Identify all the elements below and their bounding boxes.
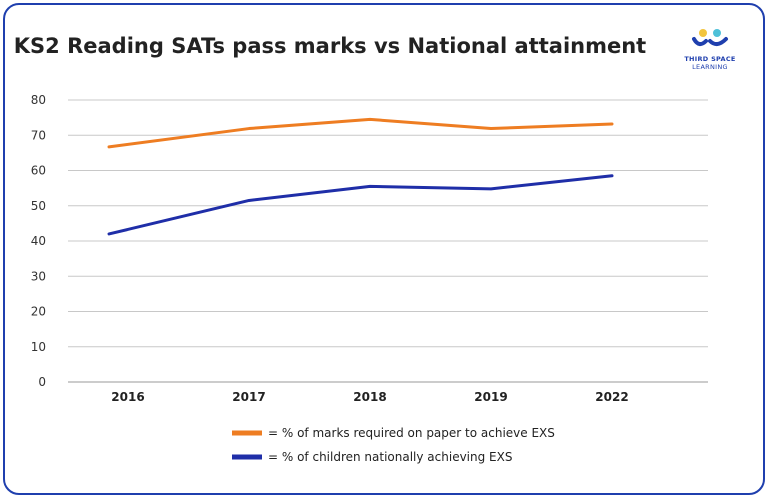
x-tick-label: 2017 (232, 390, 265, 404)
y-tick-labels: 0 10 20 30 40 50 60 70 80 (31, 93, 46, 389)
x-tick-label: 2019 (474, 390, 507, 404)
y-tick-label: 80 (31, 93, 46, 107)
y-tick-label: 60 (31, 164, 46, 178)
x-tick-label: 2016 (111, 390, 144, 404)
chart-frame (3, 3, 765, 495)
legend-label-1: = % of marks required on paper to achiev… (268, 426, 555, 440)
legend: = % of marks required on paper to achiev… (232, 426, 555, 464)
legend-label-2: = % of children nationally achieving EXS (268, 450, 512, 464)
y-tick-label: 40 (31, 234, 46, 248)
third-space-learning-logo: THIRD SPACE LEARNING (680, 28, 740, 71)
gridlines (68, 99, 708, 383)
y-tick-label: 30 (31, 269, 46, 283)
logo-text-line1: THIRD SPACE (684, 55, 736, 63)
logo-text-line2: LEARNING (692, 63, 728, 71)
x-tick-label: 2018 (353, 390, 386, 404)
series-lines (107, 117, 614, 236)
y-tick-label: 50 (31, 199, 46, 213)
y-tick-label: 70 (31, 128, 46, 142)
y-tick-label: 20 (31, 305, 46, 319)
y-tick-label: 0 (38, 375, 46, 389)
x-tick-label: 2022 (595, 390, 628, 404)
x-tick-labels: 2016 2017 2018 2019 2022 (111, 390, 628, 404)
logo-icon (692, 29, 728, 46)
series-line-2 (107, 174, 614, 236)
chart-title: KS2 Reading SATs pass marks vs National … (13, 34, 647, 58)
y-tick-label: 10 (31, 340, 46, 354)
series-line-1 (107, 117, 614, 149)
